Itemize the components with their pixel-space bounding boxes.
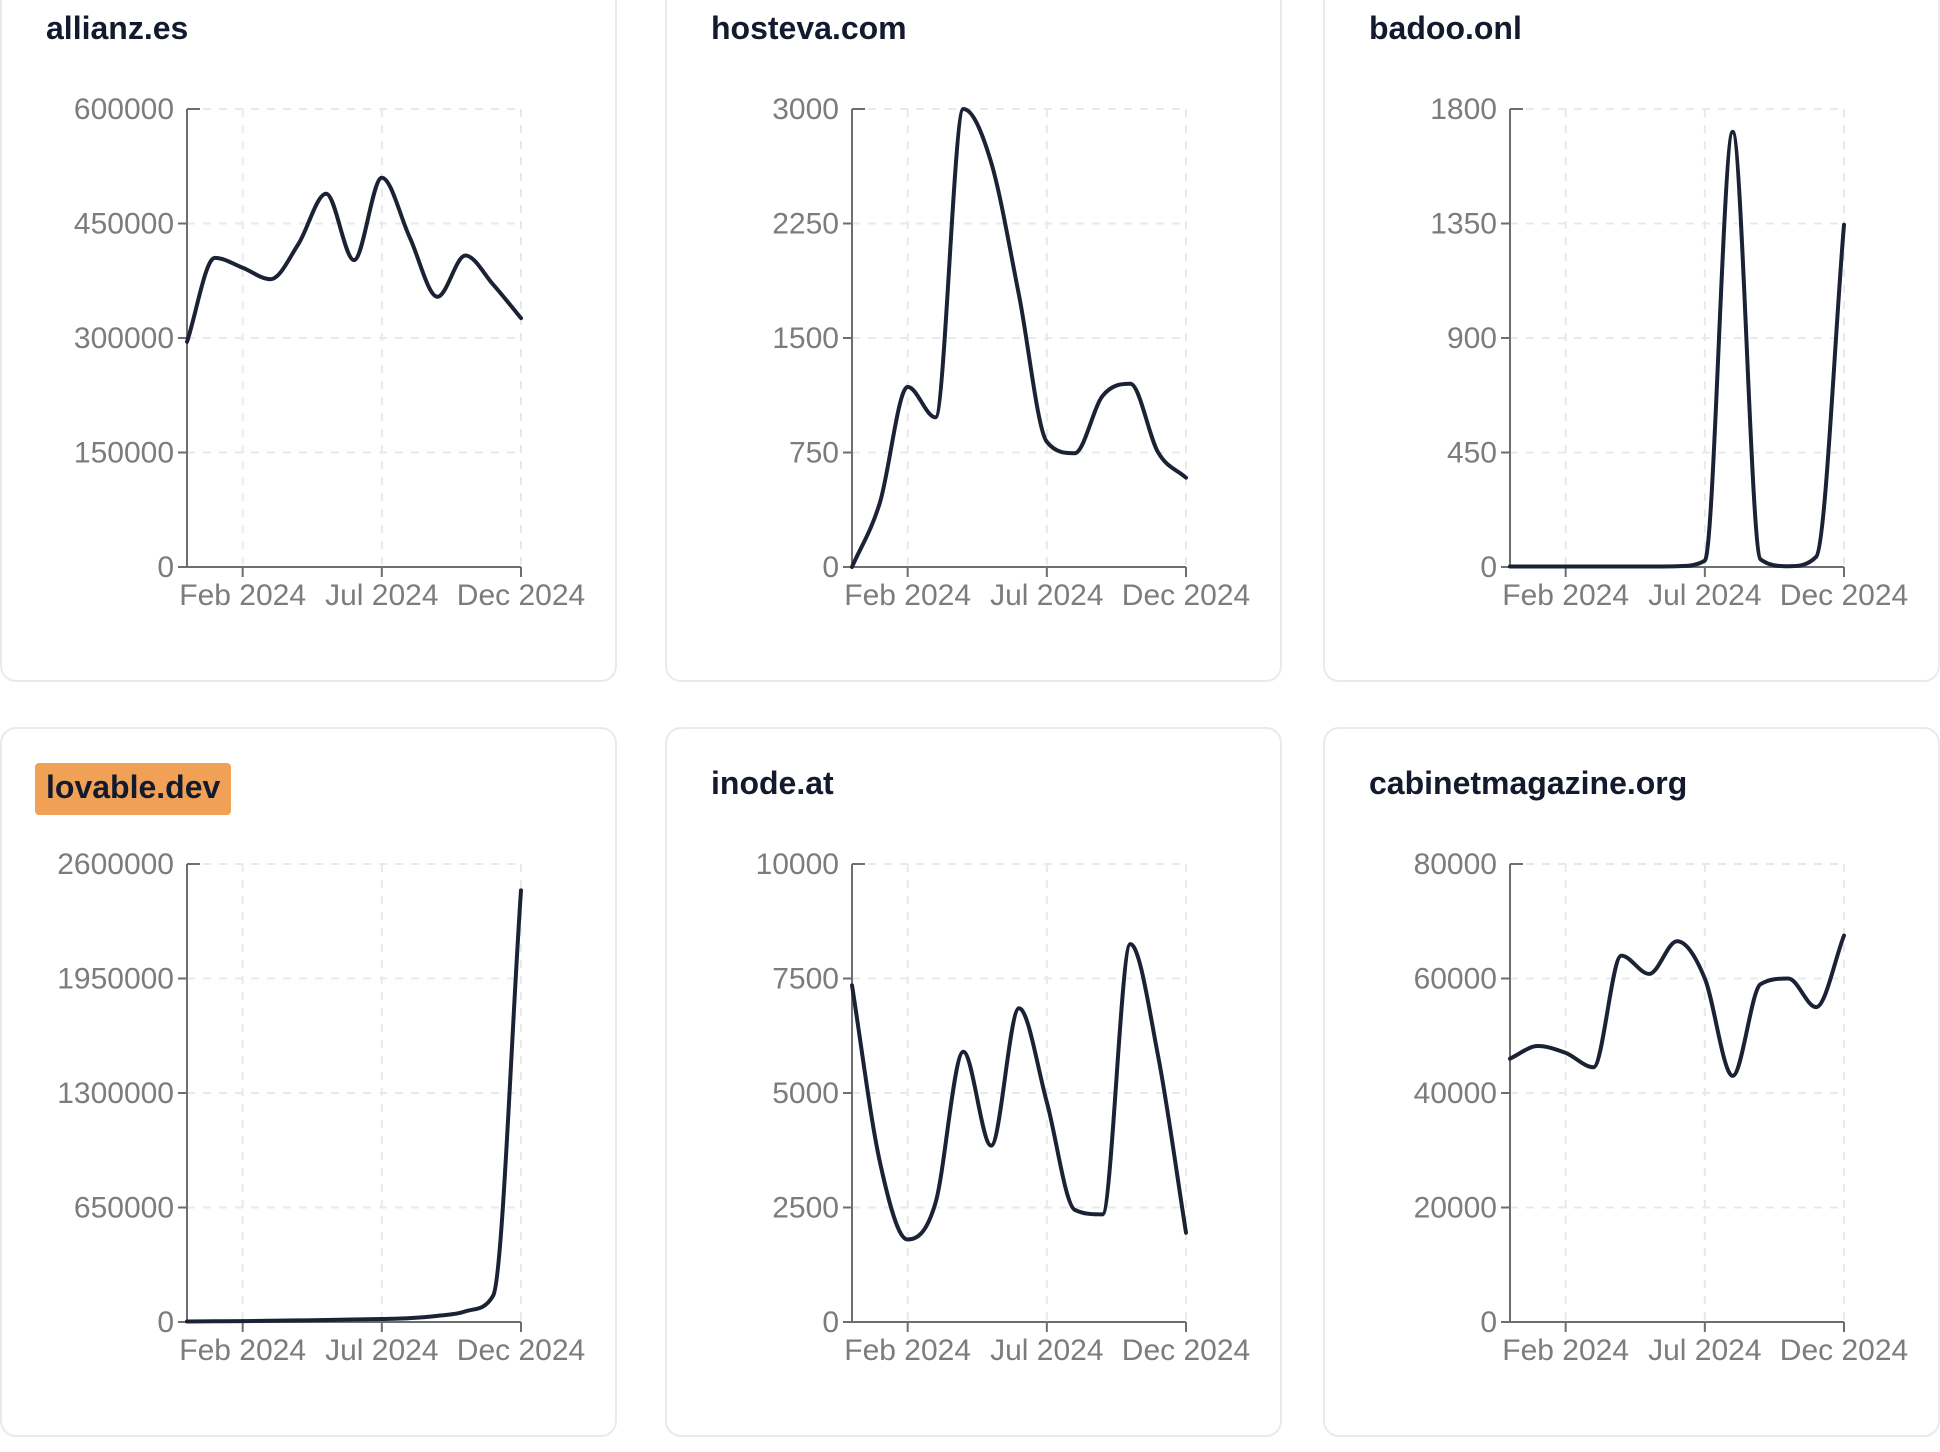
svg-text:0: 0 [1480,1306,1497,1339]
svg-text:Jul 2024: Jul 2024 [990,1334,1103,1367]
svg-text:0: 0 [1480,551,1497,584]
svg-text:Feb 2024: Feb 2024 [844,579,971,612]
line-chart: 0 750 1500 2250 3000 Feb 2024 Jul 2024 Dec 2024 [772,93,1250,612]
line-chart: 0 2500 5000 7500 10000 Feb 2024 Jul 2024 Dec 20… [756,848,1251,1367]
svg-text:Jul 2024: Jul 2024 [325,579,438,612]
svg-text:0: 0 [157,1306,174,1339]
chart-card[interactable]: hosteva.com 0 750 1500 2250 3000 Feb 2024 Jul … [665,0,1282,682]
chart-card[interactable]: badoo.onl 0 450 900 1350 1800 Feb 2024 Jul 202… [1323,0,1940,682]
chart-title: lovable.dev [35,763,232,815]
svg-text:Dec 2024: Dec 2024 [1780,579,1908,612]
svg-text:Feb 2024: Feb 2024 [1502,1334,1629,1367]
chart-title: cabinetmagazine.org [1369,765,1688,801]
chart-title: hosteva.com [711,10,907,46]
svg-text:Feb 2024: Feb 2024 [1502,579,1629,612]
svg-text:2500: 2500 [772,1192,839,1225]
line-chart: 0 150000 300000 450000 600000 Feb 2024 Jul 202… [74,93,585,612]
svg-text:Dec 2024: Dec 2024 [457,579,585,612]
svg-text:450000: 450000 [74,208,174,241]
chart-title-row: cabinetmagazine.org [1369,763,1687,805]
svg-text:600000: 600000 [74,93,174,126]
chart-title-row: allianz.es [46,8,188,50]
line-chart: 0 20000 40000 60000 80000 Feb 2024 Jul 2024 Dec… [1414,848,1909,1367]
svg-text:60000: 60000 [1414,963,1497,996]
svg-text:3000: 3000 [772,93,839,126]
svg-text:7500: 7500 [772,963,839,996]
chart-title: badoo.onl [1369,10,1522,46]
svg-text:Feb 2024: Feb 2024 [179,579,306,612]
line-chart: 0 450 900 1350 1800 Feb 2024 Jul 2024 Dec 2024 [1430,93,1908,612]
svg-text:80000: 80000 [1414,848,1497,881]
svg-text:0: 0 [822,1306,839,1339]
chart-title-row: hosteva.com [711,8,907,50]
svg-text:Jul 2024: Jul 2024 [1648,579,1761,612]
svg-text:750: 750 [789,437,839,470]
svg-text:Jul 2024: Jul 2024 [325,1334,438,1367]
svg-text:Feb 2024: Feb 2024 [179,1334,306,1367]
svg-text:5000: 5000 [772,1077,839,1110]
svg-text:1350: 1350 [1430,208,1497,241]
chart-title: inode.at [711,765,834,801]
svg-text:0: 0 [822,551,839,584]
svg-text:1800: 1800 [1430,93,1497,126]
svg-text:Jul 2024: Jul 2024 [1648,1334,1761,1367]
svg-text:20000: 20000 [1414,1192,1497,1225]
chart-card[interactable]: allianz.es 0 150000 300000 450000 600000 Feb … [0,0,617,682]
chart-title-row: lovable.dev [35,763,232,815]
svg-text:150000: 150000 [74,437,174,470]
svg-text:Feb 2024: Feb 2024 [844,1334,971,1367]
svg-text:1950000: 1950000 [57,963,174,996]
chart-card[interactable]: lovable.dev 0 650000 1300000 1950000 2600000… [0,727,617,1437]
chart-card[interactable]: cabinetmagazine.org 0 20000 40000 60000 8000… [1323,727,1940,1437]
svg-text:Dec 2024: Dec 2024 [1122,1334,1250,1367]
svg-text:1500: 1500 [772,322,839,355]
svg-text:650000: 650000 [74,1192,174,1225]
svg-text:0: 0 [157,551,174,584]
chart-card[interactable]: inode.at 0 2500 5000 7500 10000 Feb 2024 Jul 2… [665,727,1282,1437]
svg-text:2250: 2250 [772,208,839,241]
svg-text:450: 450 [1447,437,1497,470]
svg-text:10000: 10000 [756,848,839,881]
line-chart: 0 650000 1300000 1950000 2600000 Feb 2024 Jul … [57,848,585,1367]
svg-text:40000: 40000 [1414,1077,1497,1110]
svg-text:2600000: 2600000 [57,848,174,881]
svg-text:900: 900 [1447,322,1497,355]
svg-text:Dec 2024: Dec 2024 [1780,1334,1908,1367]
svg-text:Dec 2024: Dec 2024 [1122,579,1250,612]
chart-title: allianz.es [46,10,189,46]
svg-text:Jul 2024: Jul 2024 [990,579,1103,612]
svg-text:300000: 300000 [74,322,174,355]
chart-title-row: inode.at [711,763,834,805]
svg-text:Dec 2024: Dec 2024 [457,1334,585,1367]
chart-title-row: badoo.onl [1369,8,1522,50]
svg-text:1300000: 1300000 [57,1077,174,1110]
